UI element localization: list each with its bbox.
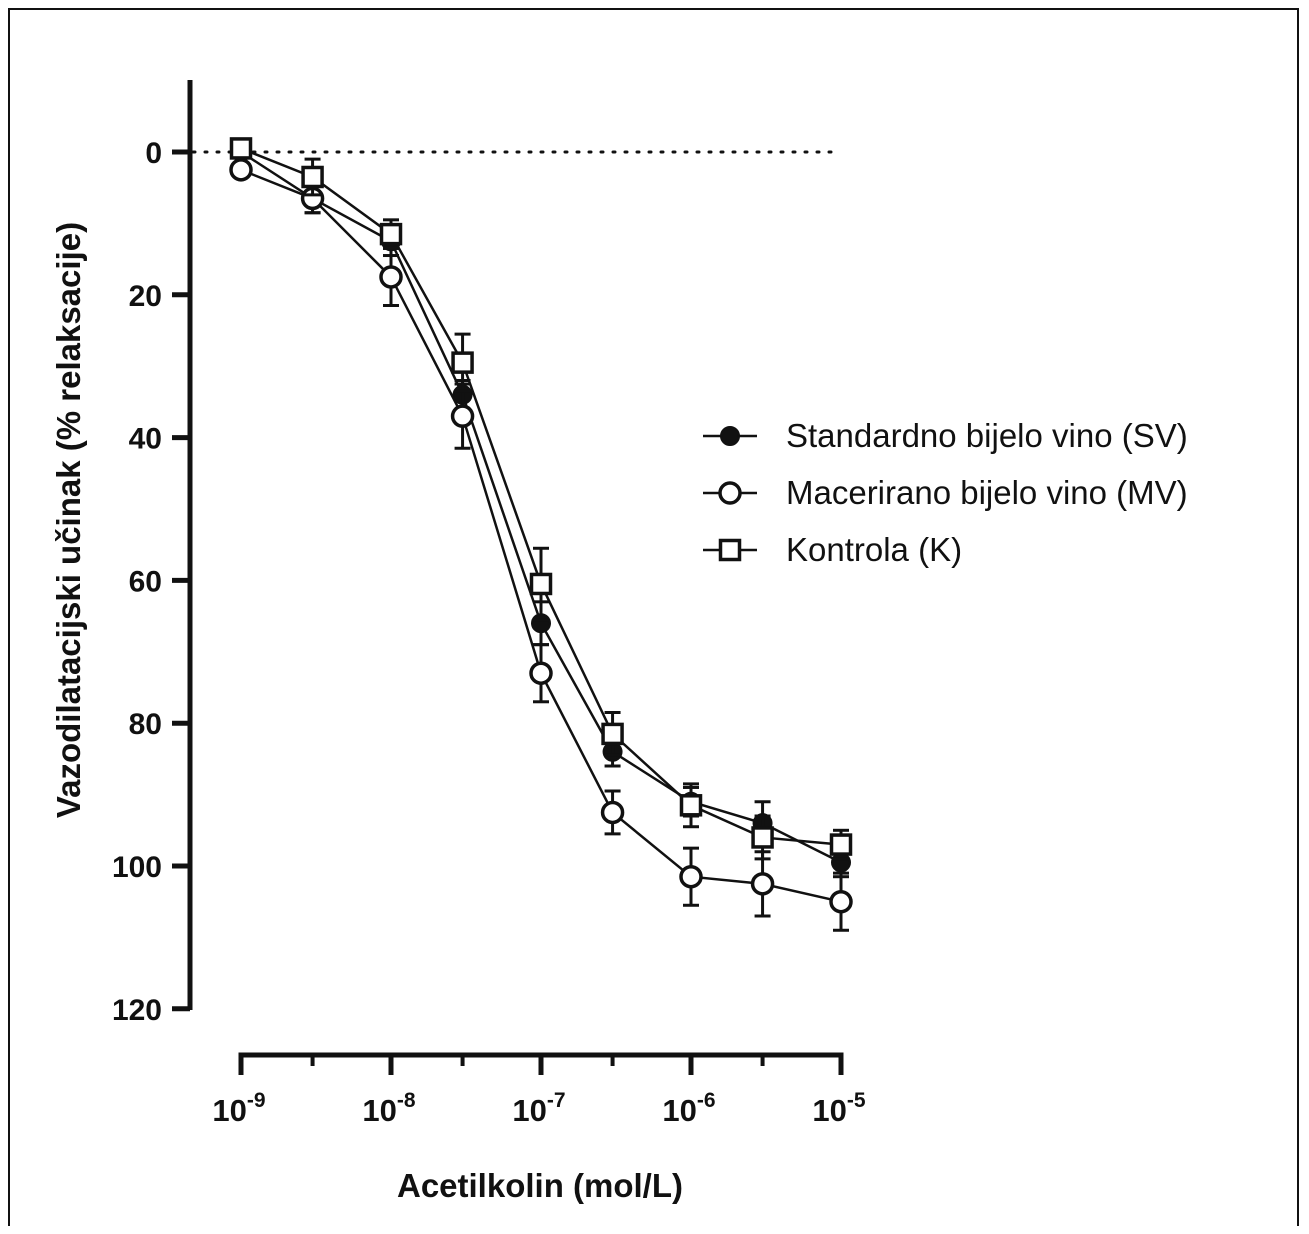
data-point	[601, 722, 624, 746]
x-tick-label: 10-5	[812, 1089, 865, 1128]
legend-marker	[718, 538, 742, 562]
legend-item: Macerirano bijelo vino (MV)	[703, 474, 1188, 511]
figure-frame	[8, 8, 1299, 1226]
axes-layer	[187, 80, 844, 1058]
legend: Standardno bijelo vino (SV) Macerirano bi…	[703, 417, 1188, 568]
x-tick-label: 10-6	[662, 1089, 715, 1128]
series-line	[240, 168, 842, 903]
legend-item: Kontrola (K)	[703, 531, 962, 568]
data-point	[829, 889, 853, 914]
data-point	[529, 661, 553, 685]
x-tick-label: 10-9	[212, 1089, 265, 1128]
data-point	[379, 265, 403, 289]
data-point	[679, 794, 703, 817]
data-point	[679, 864, 703, 889]
data-point	[229, 137, 253, 160]
data-point	[301, 165, 324, 189]
y-axis-label: Vazodilatacijski učinak (% relaksacije)	[50, 222, 87, 818]
series-layer	[229, 137, 853, 932]
legend-marker	[718, 481, 742, 505]
y-tick-label: 0	[145, 137, 162, 170]
y-tick-label: 120	[112, 994, 162, 1027]
y-tick-label: 100	[112, 851, 162, 884]
series-2	[229, 158, 853, 932]
x-axis-label: Acetilkolin (mol/L)	[397, 1167, 683, 1204]
y-tick-label: 20	[129, 280, 162, 313]
y-tick-label: 40	[129, 423, 162, 456]
legend-label: Macerirano bijelo vino (MV)	[786, 474, 1188, 511]
x-tick-label: 10-8	[362, 1089, 415, 1128]
y-tick-label: 60	[129, 565, 162, 598]
legend-item: Standardno bijelo vino (SV)	[703, 417, 1188, 454]
data-point	[751, 826, 774, 849]
data-point	[229, 158, 253, 182]
data-point	[529, 572, 553, 596]
x-tick-label: 10-7	[512, 1089, 565, 1128]
series-line	[240, 147, 842, 846]
series-1	[231, 142, 851, 879]
legend-label: Standardno bijelo vino (SV)	[786, 417, 1188, 454]
legend-label: Kontrola (K)	[786, 531, 962, 568]
tick-layer: 0 20 40 60 80 100 120 10-9 10-8 10-7 10-6 10-5	[112, 137, 866, 1128]
series-line	[240, 150, 842, 864]
legend-marker	[720, 426, 740, 446]
data-point	[451, 351, 474, 374]
data-point	[750, 872, 775, 896]
data-point	[600, 800, 625, 825]
data-point	[829, 833, 853, 856]
y-tick-label: 80	[129, 708, 162, 741]
data-point	[379, 222, 403, 246]
data-point	[450, 404, 475, 428]
series-3	[229, 137, 853, 861]
